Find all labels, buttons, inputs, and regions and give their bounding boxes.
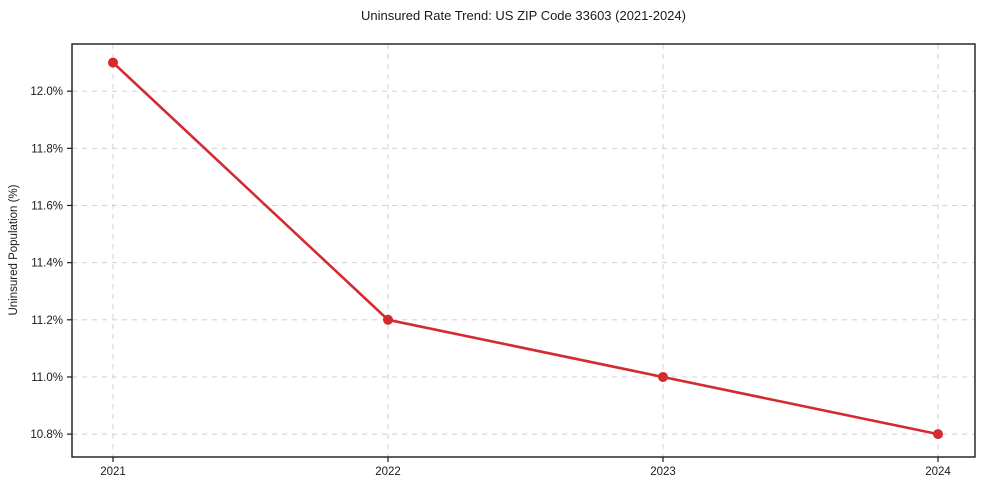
plot-border	[71, 43, 976, 458]
data-point-marker	[108, 57, 118, 68]
y-axis-tick-label: 11.0%	[31, 372, 63, 384]
y-axis-tick-label: 11.6%	[31, 200, 63, 212]
y-axis-tick-label: 10.8%	[30, 429, 63, 441]
y-axis-tick-label: 11.2%	[31, 315, 63, 327]
x-axis-tick-label: 2023	[650, 466, 676, 478]
x-axis-tick-label: 2024	[925, 466, 951, 478]
x-axis-tick-label: 2022	[375, 466, 401, 478]
data-point-marker	[383, 314, 393, 325]
chart-title: Uninsured Rate Trend: US ZIP Code 33603 …	[361, 8, 686, 23]
y-axis-tick-label: 12.0%	[30, 86, 63, 98]
y-axis-tick-label: 11.8%	[31, 143, 63, 155]
data-point-marker	[933, 429, 943, 440]
y-axis-tick-label: 11.4%	[31, 258, 63, 270]
trend-line	[111, 61, 940, 436]
x-axis-tick-label: 2021	[100, 466, 126, 478]
data-point-marker	[658, 371, 668, 382]
